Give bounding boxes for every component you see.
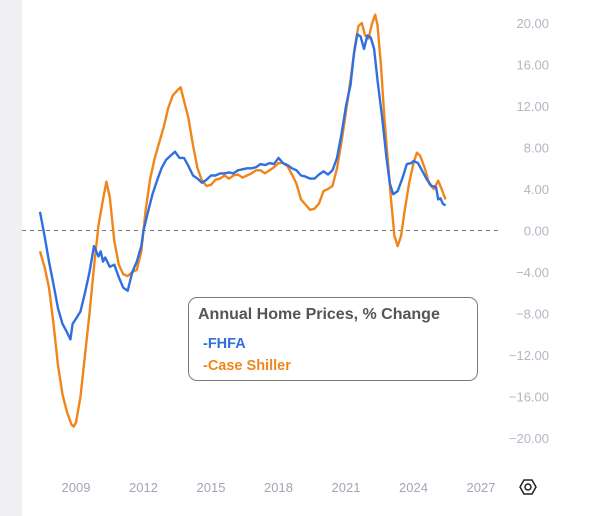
y-tick-label: −16.00: [509, 390, 549, 405]
y-tick-label: −8.00: [516, 307, 549, 322]
y-tick-label: −12.00: [509, 348, 549, 363]
series-line-fhfa[interactable]: [38, 33, 447, 341]
y-tick-label: 0.00: [524, 224, 549, 239]
x-tick-label: 2021: [332, 480, 361, 495]
x-tick-label: 2027: [467, 480, 496, 495]
legend-item-fhfa[interactable]: -FHFA: [203, 336, 246, 352]
y-tick-label: 16.00: [516, 58, 549, 73]
left-panel-strip: [0, 0, 22, 516]
x-tick-label: 2015: [197, 480, 226, 495]
x-tick-label: 2009: [62, 480, 91, 495]
legend-item-case-shiller[interactable]: -Case Shiller: [203, 358, 291, 374]
y-tick-label: 4.00: [524, 182, 549, 197]
y-tick-label: 8.00: [524, 141, 549, 156]
y-tick-label: 12.00: [516, 99, 549, 114]
legend-title: Annual Home Prices, % Change: [198, 306, 440, 323]
series-line-case-shiller[interactable]: [38, 13, 447, 428]
x-tick-label: 2024: [399, 480, 428, 495]
y-tick-label: −20.00: [509, 431, 549, 446]
chart-legend: Annual Home Prices, % Change -FHFA -Case…: [188, 297, 478, 381]
x-tick-label: 2012: [129, 480, 158, 495]
y-tick-label: −4.00: [516, 265, 549, 280]
gear-icon[interactable]: [519, 478, 537, 496]
x-tick-label: 2018: [264, 480, 293, 495]
y-tick-label: 20.00: [516, 16, 549, 31]
